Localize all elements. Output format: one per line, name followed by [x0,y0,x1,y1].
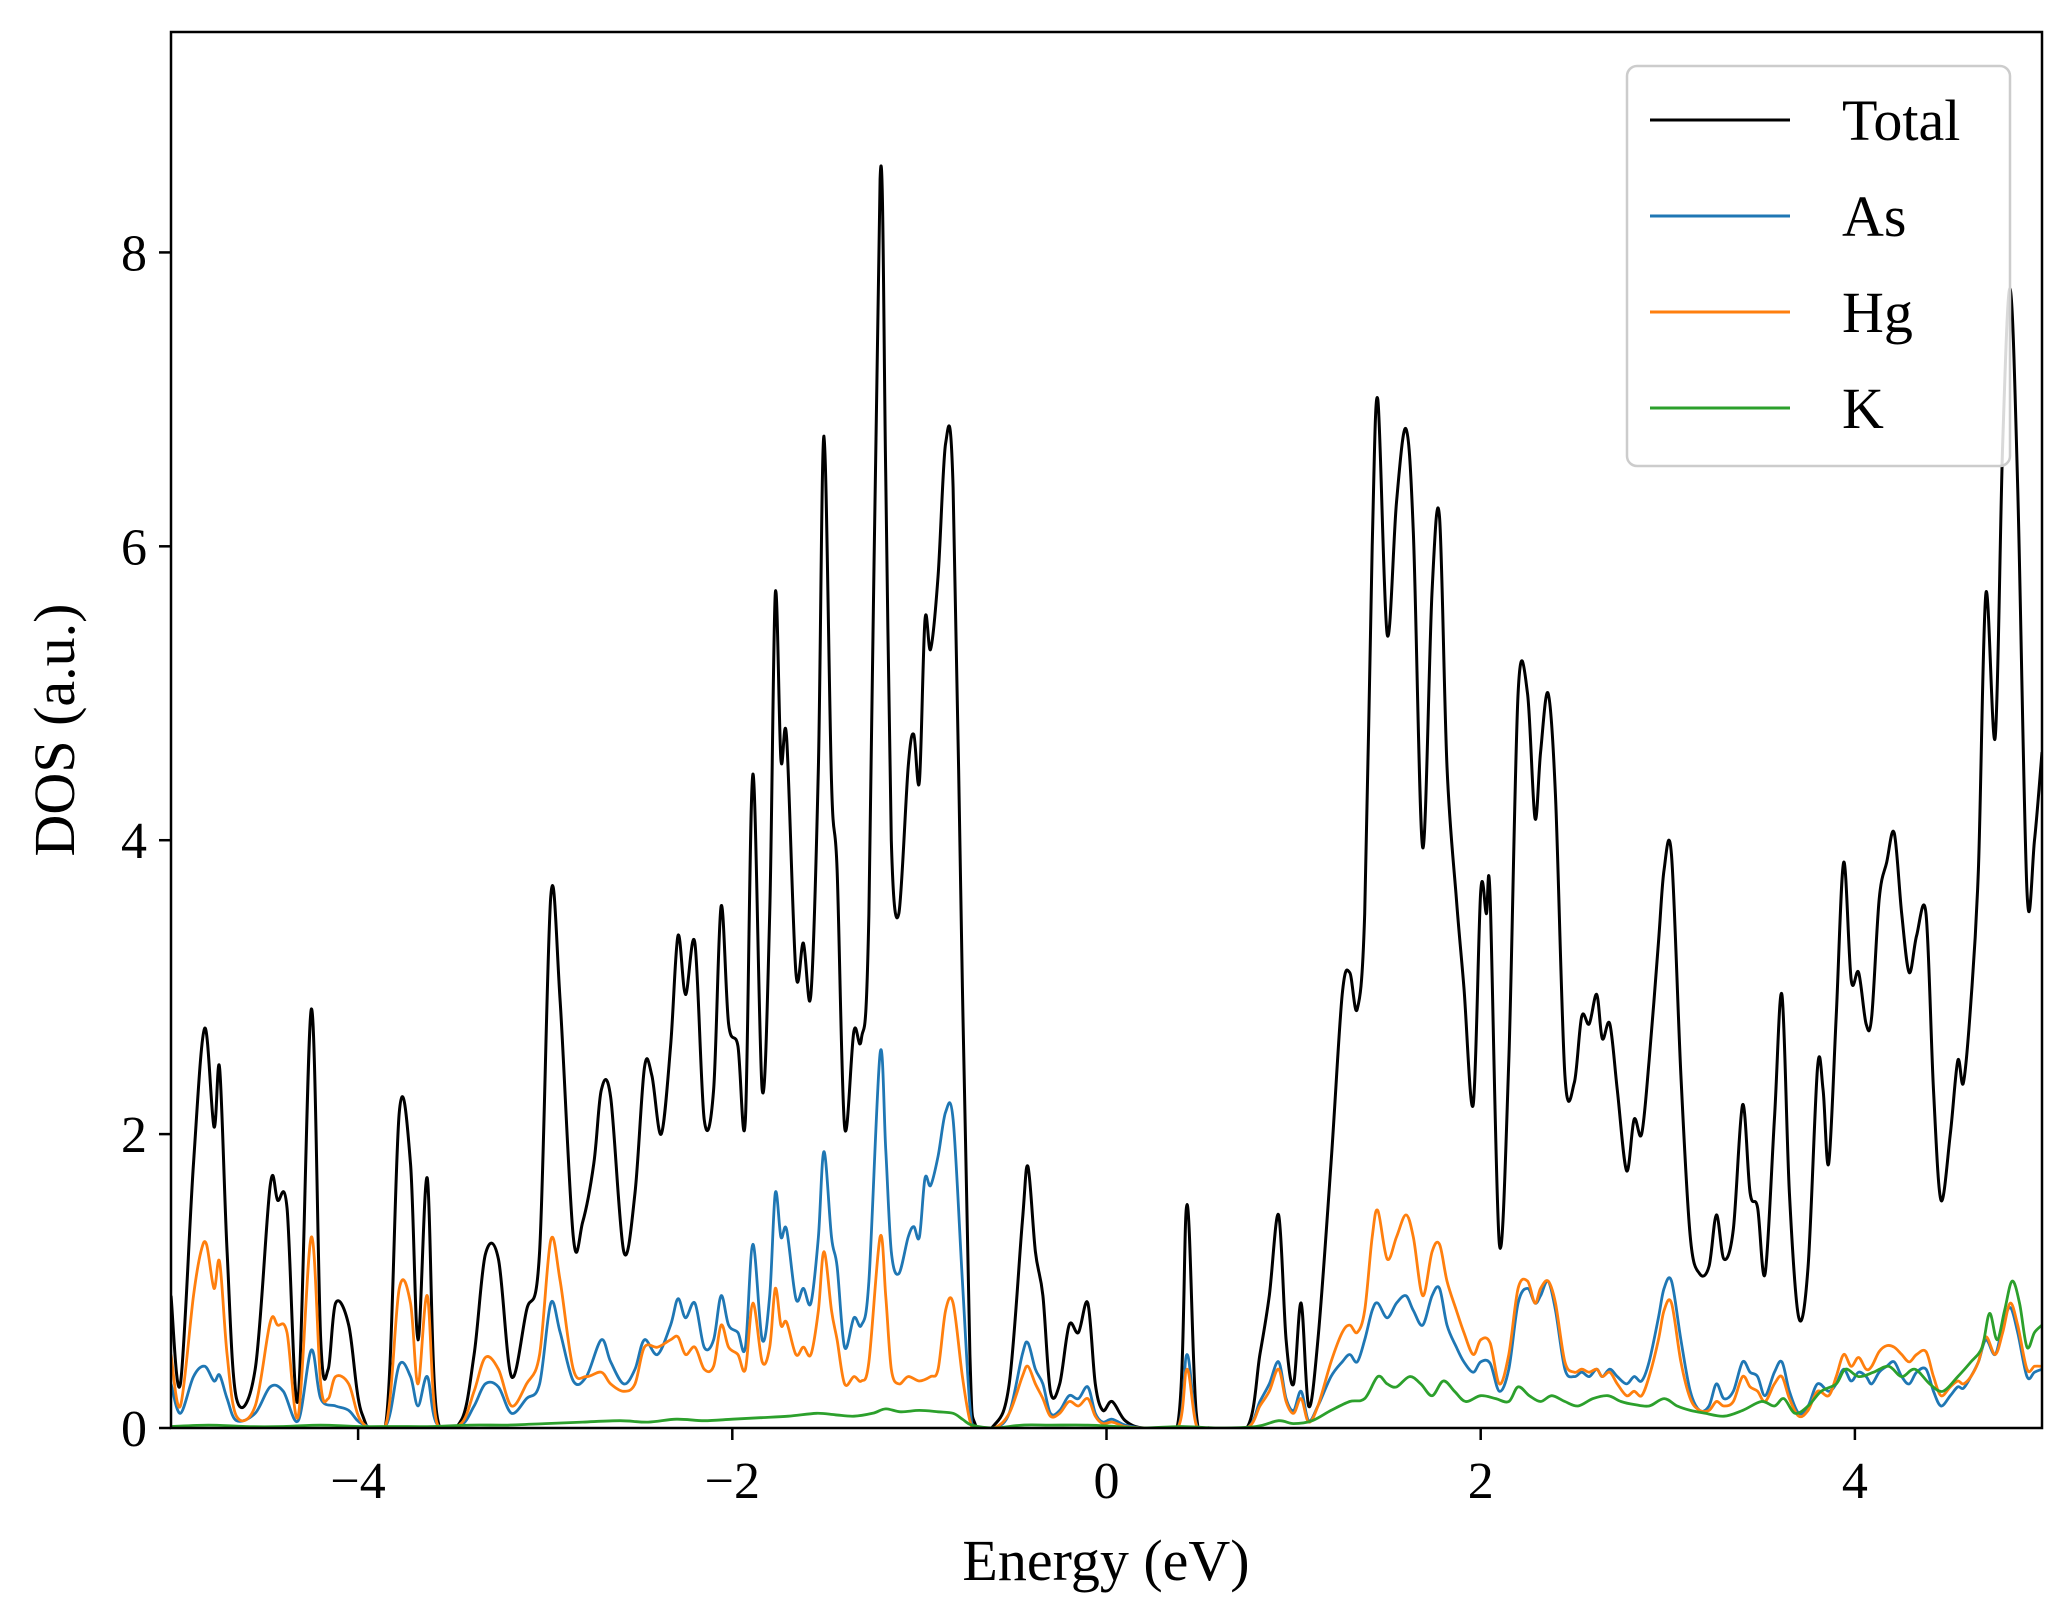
legend-label-as: As [1842,184,1906,249]
legend-label-hg: Hg [1842,280,1913,345]
y-tick-label: 6 [121,519,147,576]
x-tick-label: 0 [1094,1453,1120,1510]
series-line-as [171,1048,2042,1428]
y-tick-label: 4 [121,813,147,870]
legend-label-total: Total [1842,88,1960,153]
y-tick-label: 0 [121,1401,147,1458]
x-tick-label: 4 [1842,1453,1868,1510]
legend-box [1625,64,2012,468]
y-tick-label: 8 [121,225,147,282]
x-tick-label: −2 [705,1453,760,1510]
x-axis-ticks: −4 −2 0 2 4 [330,1428,1868,1510]
y-axis-title: DOS (a.u.) [22,604,87,857]
series-line-total [171,164,2042,1428]
y-tick-label: 2 [121,1107,147,1164]
legend: Total As Hg K [1625,64,2012,468]
y-axis-ticks: 0 2 4 6 8 [121,225,171,1458]
x-tick-label: 2 [1468,1453,1494,1510]
series-line-k [171,1279,2042,1428]
x-tick-label: −4 [330,1453,385,1510]
x-axis-title: Energy (eV) [962,1528,1249,1593]
legend-label-k: K [1842,376,1884,441]
